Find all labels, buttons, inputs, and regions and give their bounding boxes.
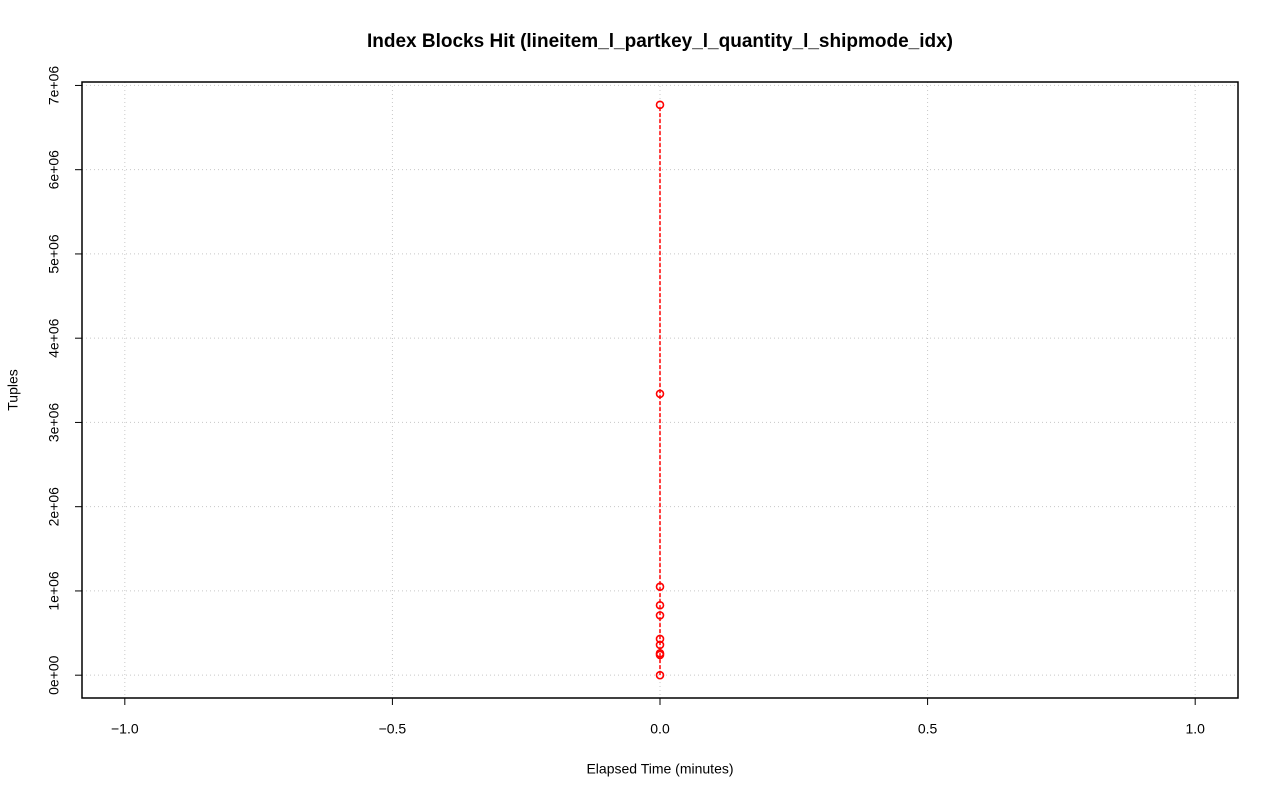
x-axis-label: Elapsed Time (minutes): [586, 761, 733, 777]
y-tick-label: 2e+06: [46, 487, 62, 527]
data-point: [655, 600, 665, 610]
x-tick-label: −0.5: [379, 721, 407, 737]
x-tick-label: 0.0: [650, 721, 670, 737]
chart-title: Index Blocks Hit (lineitem_l_partkey_l_q…: [367, 31, 953, 52]
data-point: [655, 648, 665, 658]
y-tick-label: 3e+06: [46, 403, 62, 443]
plot-marks: [655, 100, 665, 680]
y-tick-label: 5e+06: [46, 234, 62, 274]
y-tick-label: 6e+06: [46, 150, 62, 190]
x-tick-label: 0.5: [918, 721, 938, 737]
data-point: [655, 100, 665, 110]
data-point: [655, 582, 665, 592]
data-point: [655, 389, 665, 399]
y-axis-label: Tuples: [5, 369, 21, 411]
data-point: [655, 611, 665, 620]
data-point: [655, 640, 665, 650]
y-tick-label: 1e+06: [46, 571, 62, 611]
x-tick-label: −1.0: [111, 721, 139, 737]
x-tick-label: 1.0: [1185, 721, 1205, 737]
y-tick-label: 0e+00: [46, 655, 62, 695]
data-point: [655, 634, 665, 644]
y-tick-label: 7e+06: [46, 66, 62, 106]
y-tick-label: 4e+06: [46, 318, 62, 358]
data-point: [655, 670, 665, 680]
